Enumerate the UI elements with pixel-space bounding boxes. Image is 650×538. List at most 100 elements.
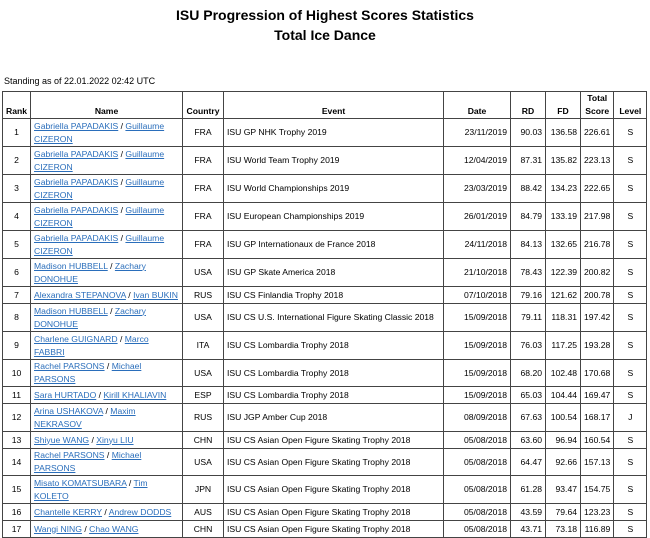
country-cell: CHN xyxy=(182,431,225,449)
name-cell: Wangi NING / Chao WANG xyxy=(30,520,184,538)
partner-link[interactable]: Guillaume CIZERON xyxy=(34,176,165,200)
table-row: 11 Sara HURTADO / Kirill KHALIAVIN ESP ISU … xyxy=(1,386,648,404)
date-cell: 05/08/2018 xyxy=(443,431,512,449)
event-cell: ISU CS Asian Open Figure Skating Trophy … xyxy=(223,475,445,504)
event-cell: ISU GP Internationaux de France 2018 xyxy=(223,230,445,259)
skater-link[interactable]: Gabriella PAPADAKIS xyxy=(34,120,119,131)
level-cell: S xyxy=(613,386,648,404)
level-cell: S xyxy=(613,431,648,449)
date-cell: 07/10/2018 xyxy=(443,286,512,304)
partner-link[interactable]: Andrew DODDS xyxy=(108,506,172,517)
event-cell: ISU CS Lombardia Trophy 2018 xyxy=(223,359,445,387)
partner-link[interactable]: Guillaume CIZERON xyxy=(34,232,165,256)
level-cell: S xyxy=(613,520,648,538)
name-cell: Rachel PARSONS / Michael PARSONS xyxy=(30,359,184,387)
skater-link[interactable]: Gabriella PAPADAKIS xyxy=(34,176,119,187)
total-cell: 223.13 xyxy=(580,146,615,175)
skater-link[interactable]: Gabriella PAPADAKIS xyxy=(34,148,119,159)
skater-link[interactable]: Gabriella PAPADAKIS xyxy=(34,204,119,215)
rank-cell: 11 xyxy=(1,386,32,404)
total-cell: 116.89 xyxy=(580,520,615,538)
skater-link[interactable]: Arina USHAKOVA xyxy=(34,405,104,416)
table-row: 9 Charlene GUIGNARD / Marco FABBRI ITA ISU … xyxy=(1,331,648,360)
rd-cell: 76.03 xyxy=(510,331,547,360)
rd-cell: 78.43 xyxy=(510,258,547,287)
skater-link[interactable]: Madison HUBBELL xyxy=(34,305,108,316)
total-cell: 169.47 xyxy=(580,386,615,404)
country-cell: FRA xyxy=(182,202,225,231)
event-cell: ISU GP Skate America 2018 xyxy=(223,258,445,287)
skater-link[interactable]: Madison HUBBELL xyxy=(34,260,108,271)
country-cell: CHN xyxy=(182,520,225,538)
rank-cell: 9 xyxy=(1,331,32,360)
partner-link[interactable]: Marco FABBRI xyxy=(34,333,149,357)
fd-cell: 135.82 xyxy=(545,146,582,175)
table-header: Rank Name Country Event Date RD FD Total… xyxy=(1,91,648,119)
rank-cell: 14 xyxy=(1,448,32,476)
table-row: 5 Gabriella PAPADAKIS / Guillaume CIZERON… xyxy=(1,230,648,259)
skater-link[interactable]: Misato KOMATSUBARA xyxy=(34,477,127,488)
partner-link[interactable]: Guillaume CIZERON xyxy=(34,120,165,144)
partner-link[interactable]: Zachary DONOHUE xyxy=(34,305,146,329)
fd-cell: 117.25 xyxy=(545,331,582,360)
fd-cell: 133.19 xyxy=(545,202,582,231)
fd-cell: 73.18 xyxy=(545,520,582,538)
table-row: 2 Gabriella PAPADAKIS / Guillaume CIZERON… xyxy=(1,146,648,175)
date-cell: 26/01/2019 xyxy=(443,202,512,231)
fd-cell: 79.64 xyxy=(545,503,582,521)
table-row: 16 Chantelle KERRY / Andrew DODDS AUS ISU C… xyxy=(1,503,648,521)
skater-link[interactable]: Wangi NING xyxy=(34,523,82,534)
date-cell: 21/10/2018 xyxy=(443,258,512,287)
rd-cell: 88.42 xyxy=(510,174,547,203)
rank-cell: 12 xyxy=(1,403,32,432)
partner-link[interactable]: Zachary DONOHUE xyxy=(34,260,146,284)
skater-link[interactable]: Gabriella PAPADAKIS xyxy=(34,232,119,243)
table-row: 7 Alexandra STEPANOVA / Ivan BUKIN RUS ISU … xyxy=(1,286,648,304)
country-cell: AUS xyxy=(182,503,225,521)
country-cell: FRA xyxy=(182,118,225,147)
skater-link[interactable]: Rachel PARSONS xyxy=(34,450,105,460)
table-row: 6 Madison HUBBELL / Zachary DONOHUE USA ISU… xyxy=(1,258,648,287)
fd-cell: 134.23 xyxy=(545,174,582,203)
date-cell: 15/09/2018 xyxy=(443,359,512,387)
name-cell: Gabriella PAPADAKIS / Guillaume CIZERON xyxy=(30,146,184,175)
skater-link[interactable]: Alexandra STEPANOVA xyxy=(34,289,126,300)
partner-link[interactable]: Michael PARSONS xyxy=(34,361,142,384)
event-cell: ISU CS U.S. International Figure Skating… xyxy=(223,303,445,332)
event-cell: ISU CS Asian Open Figure Skating Trophy … xyxy=(223,520,445,538)
partner-link[interactable]: Chao WANG xyxy=(89,523,139,534)
skater-link[interactable]: Rachel PARSONS xyxy=(34,361,105,371)
rank-cell: 2 xyxy=(1,146,32,175)
country-cell: ITA xyxy=(182,331,225,360)
country-cell: JPN xyxy=(182,475,225,504)
partner-link[interactable]: Xinyu LIU xyxy=(96,434,134,445)
header-country: Country xyxy=(182,91,225,119)
country-cell: USA xyxy=(182,258,225,287)
name-cell: Arina USHAKOVA / Maxim NEKRASOV xyxy=(30,403,184,432)
partner-link[interactable]: Guillaume CIZERON xyxy=(34,204,165,228)
fd-cell: 102.48 xyxy=(545,359,582,387)
rd-cell: 67.63 xyxy=(510,403,547,432)
partner-link[interactable]: Kirill KHALIAVIN xyxy=(103,389,167,400)
table-row: 1 Gabriella PAPADAKIS / Guillaume CIZERON… xyxy=(1,118,648,147)
level-cell: S xyxy=(613,258,648,287)
event-cell: ISU CS Asian Open Figure Skating Trophy … xyxy=(223,503,445,521)
standing-timestamp: Standing as of 22.01.2022 02:42 UTC xyxy=(4,76,156,86)
header-rd: RD xyxy=(510,91,547,119)
event-cell: ISU CS Lombardia Trophy 2018 xyxy=(223,331,445,360)
name-cell: Gabriella PAPADAKIS / Guillaume CIZERON xyxy=(30,230,184,259)
partner-link[interactable]: Michael PARSONS xyxy=(34,450,142,473)
total-cell: 197.42 xyxy=(580,303,615,332)
skater-link[interactable]: Shiyue WANG xyxy=(34,434,90,445)
partner-link[interactable]: Maxim NEKRASOV xyxy=(34,405,136,429)
skater-link[interactable]: Chantelle KERRY xyxy=(34,506,103,517)
skater-link[interactable]: Charlene GUIGNARD xyxy=(34,333,118,344)
skater-link[interactable]: Sara HURTADO xyxy=(34,389,97,400)
date-cell: 24/11/2018 xyxy=(443,230,512,259)
partner-link[interactable]: Guillaume CIZERON xyxy=(34,148,165,172)
header-date: Date xyxy=(443,91,512,119)
partner-link[interactable]: Ivan BUKIN xyxy=(133,289,178,300)
partner-link[interactable]: Tim KOLETO xyxy=(34,477,148,501)
event-cell: ISU JGP Amber Cup 2018 xyxy=(223,403,445,432)
date-cell: 08/09/2018 xyxy=(443,403,512,432)
